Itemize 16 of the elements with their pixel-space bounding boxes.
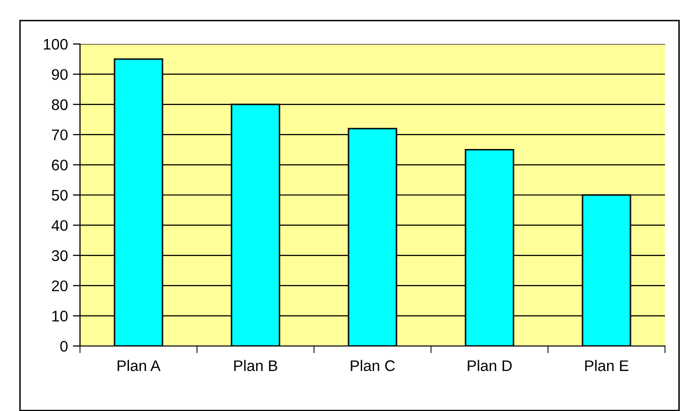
y-tick-label: 80 — [52, 99, 68, 110]
y-tick-label: 100 — [44, 38, 68, 50]
x-tick-label: Plan A — [118, 360, 161, 372]
x-tick-label: Plan B — [234, 360, 278, 372]
y-tick-label: 40 — [52, 220, 68, 231]
x-tick-label: Plan D — [468, 360, 512, 372]
y-tick-label: 90 — [52, 69, 68, 80]
y-tick-label: 20 — [52, 280, 68, 292]
y-tick-label: 60 — [52, 160, 68, 170]
y-tick-label: 50 — [52, 190, 68, 201]
x-tick-label: Plan E — [585, 360, 628, 372]
y-tick-label: 10 — [52, 310, 68, 322]
x-tick-label: Plan C — [350, 360, 395, 372]
y-tick-label: 30 — [52, 250, 68, 262]
y-tick-label: 70 — [52, 129, 68, 140]
y-tick-label: 0 — [60, 340, 68, 352]
